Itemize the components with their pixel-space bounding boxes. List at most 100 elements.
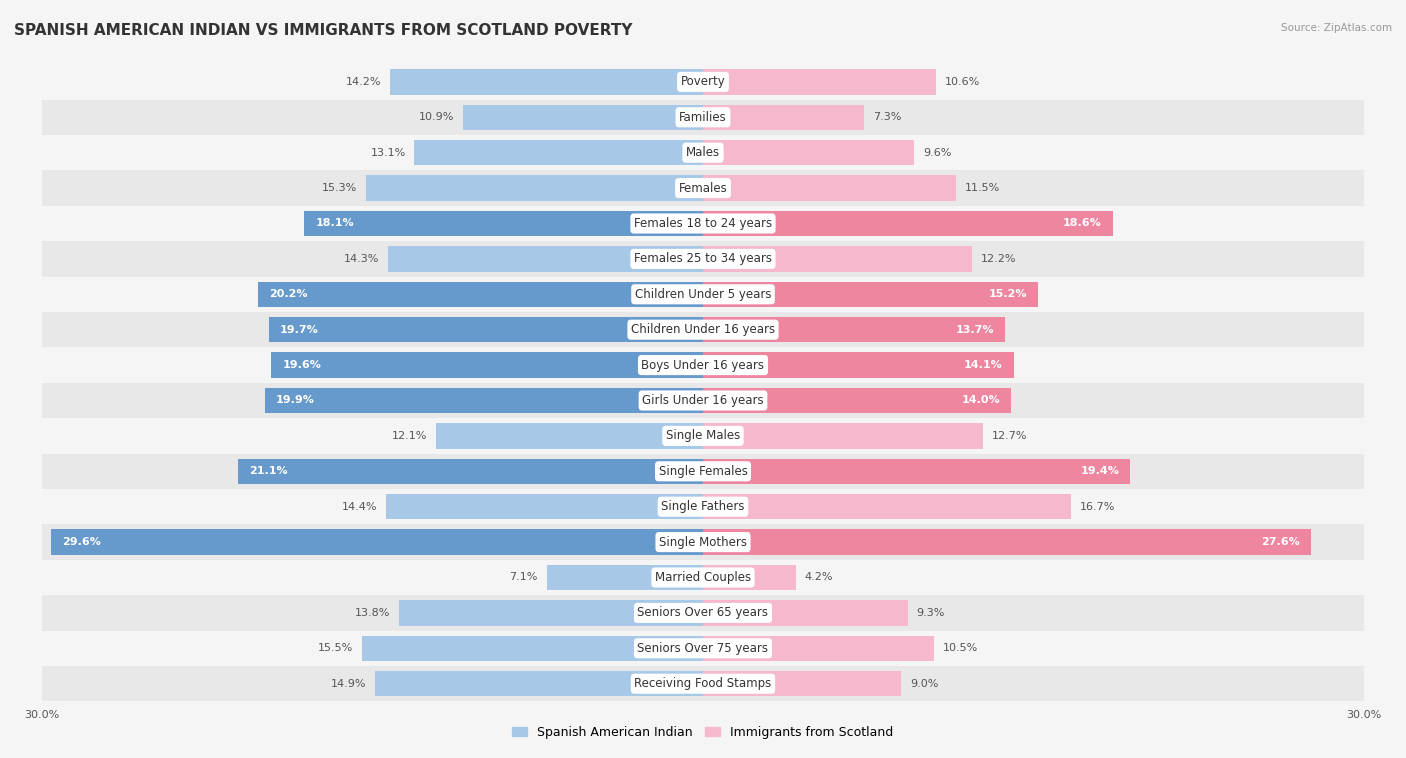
Bar bbox=[703, 246, 972, 271]
Text: 15.5%: 15.5% bbox=[318, 644, 353, 653]
Bar bbox=[391, 69, 703, 95]
Text: 14.9%: 14.9% bbox=[330, 678, 366, 689]
Bar bbox=[703, 105, 863, 130]
Text: 13.8%: 13.8% bbox=[354, 608, 391, 618]
Bar bbox=[703, 671, 901, 697]
Bar bbox=[42, 205, 1364, 241]
Text: Seniors Over 75 years: Seniors Over 75 years bbox=[637, 642, 769, 655]
Bar bbox=[42, 383, 1364, 418]
Bar bbox=[42, 277, 1364, 312]
Bar bbox=[703, 140, 914, 165]
Text: 12.2%: 12.2% bbox=[980, 254, 1017, 264]
Bar bbox=[42, 418, 1364, 453]
Text: Single Females: Single Females bbox=[658, 465, 748, 478]
Text: 29.6%: 29.6% bbox=[62, 537, 101, 547]
Text: Single Mothers: Single Mothers bbox=[659, 536, 747, 549]
Text: 11.5%: 11.5% bbox=[965, 183, 1001, 193]
Bar bbox=[703, 175, 956, 201]
Bar bbox=[375, 671, 703, 697]
Bar bbox=[703, 600, 908, 625]
Text: 13.1%: 13.1% bbox=[370, 148, 405, 158]
Text: Boys Under 16 years: Boys Under 16 years bbox=[641, 359, 765, 371]
Text: Families: Families bbox=[679, 111, 727, 124]
Bar bbox=[703, 565, 796, 590]
Text: 9.3%: 9.3% bbox=[917, 608, 945, 618]
Text: 27.6%: 27.6% bbox=[1261, 537, 1301, 547]
Text: Girls Under 16 years: Girls Under 16 years bbox=[643, 394, 763, 407]
Text: 20.2%: 20.2% bbox=[269, 290, 308, 299]
Bar bbox=[42, 241, 1364, 277]
Bar bbox=[703, 423, 983, 449]
Text: 10.5%: 10.5% bbox=[943, 644, 979, 653]
Bar bbox=[42, 347, 1364, 383]
Text: 19.6%: 19.6% bbox=[283, 360, 321, 370]
Bar bbox=[399, 600, 703, 625]
Text: Married Couples: Married Couples bbox=[655, 571, 751, 584]
Text: 18.6%: 18.6% bbox=[1063, 218, 1102, 228]
Bar bbox=[388, 246, 703, 271]
Bar bbox=[703, 211, 1112, 236]
Text: Poverty: Poverty bbox=[681, 75, 725, 89]
Text: SPANISH AMERICAN INDIAN VS IMMIGRANTS FROM SCOTLAND POVERTY: SPANISH AMERICAN INDIAN VS IMMIGRANTS FR… bbox=[14, 23, 633, 38]
Bar bbox=[42, 135, 1364, 171]
Bar bbox=[42, 171, 1364, 205]
Text: Receiving Food Stamps: Receiving Food Stamps bbox=[634, 677, 772, 691]
Text: Seniors Over 65 years: Seniors Over 65 years bbox=[637, 606, 769, 619]
Text: 14.0%: 14.0% bbox=[962, 396, 1001, 406]
Bar bbox=[264, 388, 703, 413]
Bar bbox=[42, 560, 1364, 595]
Text: Single Males: Single Males bbox=[666, 429, 740, 443]
Bar bbox=[42, 489, 1364, 525]
Bar bbox=[436, 423, 703, 449]
Text: Children Under 16 years: Children Under 16 years bbox=[631, 323, 775, 337]
Text: 14.3%: 14.3% bbox=[344, 254, 380, 264]
Text: 14.4%: 14.4% bbox=[342, 502, 377, 512]
Text: Single Fathers: Single Fathers bbox=[661, 500, 745, 513]
Legend: Spanish American Indian, Immigrants from Scotland: Spanish American Indian, Immigrants from… bbox=[508, 721, 898, 744]
Bar bbox=[42, 99, 1364, 135]
Text: 15.2%: 15.2% bbox=[988, 290, 1026, 299]
Bar bbox=[42, 666, 1364, 701]
Bar bbox=[259, 281, 703, 307]
Bar bbox=[703, 529, 1310, 555]
Bar bbox=[269, 317, 703, 343]
Bar bbox=[415, 140, 703, 165]
Bar bbox=[304, 211, 703, 236]
Bar bbox=[238, 459, 703, 484]
Text: Children Under 5 years: Children Under 5 years bbox=[634, 288, 772, 301]
Text: Females: Females bbox=[679, 182, 727, 195]
Text: Females 25 to 34 years: Females 25 to 34 years bbox=[634, 252, 772, 265]
Bar bbox=[385, 494, 703, 519]
Bar bbox=[42, 312, 1364, 347]
Text: 10.6%: 10.6% bbox=[945, 77, 980, 87]
Text: 13.7%: 13.7% bbox=[955, 324, 994, 335]
Bar bbox=[42, 631, 1364, 666]
Text: 19.4%: 19.4% bbox=[1080, 466, 1119, 476]
Text: 21.1%: 21.1% bbox=[249, 466, 288, 476]
Bar bbox=[42, 64, 1364, 99]
Text: 14.2%: 14.2% bbox=[346, 77, 381, 87]
Bar bbox=[703, 281, 1038, 307]
Bar bbox=[703, 317, 1005, 343]
Bar bbox=[366, 175, 703, 201]
Bar bbox=[547, 565, 703, 590]
Text: 18.1%: 18.1% bbox=[315, 218, 354, 228]
Text: 9.0%: 9.0% bbox=[910, 678, 938, 689]
Text: 9.6%: 9.6% bbox=[924, 148, 952, 158]
Bar bbox=[703, 388, 1011, 413]
Text: 7.3%: 7.3% bbox=[873, 112, 901, 122]
Bar bbox=[703, 459, 1130, 484]
Bar bbox=[703, 69, 936, 95]
Text: Males: Males bbox=[686, 146, 720, 159]
Bar bbox=[42, 525, 1364, 560]
Text: 7.1%: 7.1% bbox=[509, 572, 537, 582]
Text: Females 18 to 24 years: Females 18 to 24 years bbox=[634, 217, 772, 230]
Text: 10.9%: 10.9% bbox=[419, 112, 454, 122]
Text: 15.3%: 15.3% bbox=[322, 183, 357, 193]
Bar bbox=[703, 494, 1071, 519]
Text: 4.2%: 4.2% bbox=[804, 572, 832, 582]
Text: 12.7%: 12.7% bbox=[991, 431, 1026, 441]
Text: 14.1%: 14.1% bbox=[965, 360, 1002, 370]
Bar bbox=[42, 595, 1364, 631]
Bar bbox=[271, 352, 703, 377]
